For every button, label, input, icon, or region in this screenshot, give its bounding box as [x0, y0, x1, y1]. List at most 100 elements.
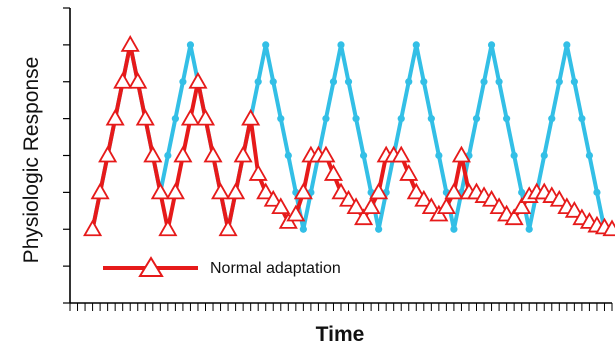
data-point-dot	[518, 188, 526, 196]
data-point-triangle	[451, 145, 471, 163]
data-point-triangle	[489, 197, 509, 215]
data-point-triangle	[263, 189, 283, 207]
data-point-triangle	[90, 182, 110, 200]
data-point-triangle	[165, 182, 185, 200]
data-point-triangle	[421, 197, 441, 215]
data-point-dot	[563, 41, 571, 49]
data-point-triangle	[105, 108, 125, 126]
data-point-triangle	[211, 182, 231, 200]
data-point-triangle	[512, 197, 532, 215]
data-point-triangle	[414, 189, 434, 207]
data-point-triangle	[361, 197, 381, 215]
data-point-triangle	[316, 145, 336, 163]
data-point-triangle	[143, 145, 163, 163]
data-point-dot	[548, 115, 556, 123]
data-point-dot	[495, 78, 503, 86]
data-point-dot	[397, 115, 405, 123]
data-point-dot	[593, 188, 601, 196]
data-point-triangle	[226, 182, 246, 200]
data-point-triangle	[549, 189, 569, 207]
data-point-dot	[555, 78, 563, 86]
axes	[63, 7, 613, 311]
data-point-triangle	[346, 197, 366, 215]
y-axis-label: Physiologic Response	[20, 57, 43, 264]
data-point-triangle	[188, 71, 208, 89]
legend: Normal adaptation	[103, 256, 341, 277]
data-point-dot	[299, 225, 307, 233]
data-point-dot	[540, 151, 548, 160]
data-point-dot	[344, 78, 353, 86]
data-point-dot	[329, 78, 338, 86]
series-layer	[83, 35, 615, 237]
legend-marker-triangle	[138, 256, 164, 277]
data-point-dot	[503, 115, 511, 123]
data-point-triangle	[233, 145, 253, 163]
data-point-triangle	[173, 145, 193, 163]
data-point-dot	[472, 115, 481, 123]
data-point-dot	[269, 78, 277, 86]
x-axis-label: Time	[316, 323, 365, 346]
data-point-triangle	[158, 219, 178, 237]
data-point-triangle	[564, 200, 584, 218]
data-point-triangle	[369, 182, 389, 200]
data-point-triangle	[113, 71, 133, 89]
data-point-triangle	[256, 182, 276, 200]
data-point-dot	[405, 78, 413, 86]
data-point-triangle	[83, 219, 103, 237]
data-point-triangle	[286, 204, 306, 222]
data-point-triangle	[602, 219, 615, 237]
data-point-triangle	[391, 145, 411, 163]
data-point-triangle	[248, 164, 268, 181]
data-point-triangle	[354, 208, 374, 226]
data-point-triangle	[338, 189, 359, 207]
data-point-triangle	[128, 71, 148, 89]
data-point-triangle	[98, 145, 118, 163]
data-point-dot	[435, 151, 443, 160]
data-point-triangle	[120, 35, 140, 52]
data-point-dot	[487, 41, 496, 49]
data-point-dot	[480, 78, 488, 86]
data-point-dot	[277, 115, 285, 123]
data-point-dot	[164, 151, 172, 160]
data-point-triangle	[135, 108, 155, 126]
data-point-dot	[525, 225, 533, 233]
data-point-dot	[375, 225, 383, 233]
data-point-triangle	[271, 197, 291, 215]
data-point-dot	[510, 151, 518, 160]
data-point-dot	[337, 41, 345, 49]
data-point-triangle	[195, 108, 216, 126]
data-point-dot	[359, 151, 368, 160]
data-point-triangle	[293, 182, 313, 200]
data-point-dot	[186, 41, 195, 49]
data-point-triangle	[399, 164, 419, 181]
data-point-dot	[427, 115, 435, 123]
data-point-triangle	[150, 182, 170, 200]
data-point-dot	[570, 78, 578, 86]
data-point-dot	[585, 151, 594, 160]
data-point-triangle	[504, 208, 524, 226]
data-point-triangle	[218, 219, 238, 237]
data-point-dot	[284, 151, 292, 160]
data-point-triangle	[323, 164, 344, 181]
data-point-dot	[352, 115, 360, 123]
data-point-triangle	[241, 108, 261, 126]
data-point-triangle	[331, 182, 351, 200]
data-point-dot	[254, 78, 262, 86]
data-point-triangle	[406, 182, 426, 200]
data-point-dot	[322, 115, 330, 123]
data-point-triangle	[203, 145, 223, 163]
data-point-dot	[450, 225, 458, 233]
data-point-triangle	[180, 108, 200, 126]
data-point-triangle	[482, 189, 502, 207]
data-point-dot	[262, 41, 270, 49]
data-point-dot	[412, 41, 420, 49]
data-point-dot	[171, 115, 179, 123]
data-point-triangle	[436, 197, 456, 215]
data-point-dot	[420, 78, 428, 86]
series-normal-adaptation	[83, 35, 615, 237]
legend-label: Normal adaptation	[210, 260, 341, 277]
data-point-triangle	[444, 182, 464, 200]
data-point-dot	[179, 78, 187, 86]
